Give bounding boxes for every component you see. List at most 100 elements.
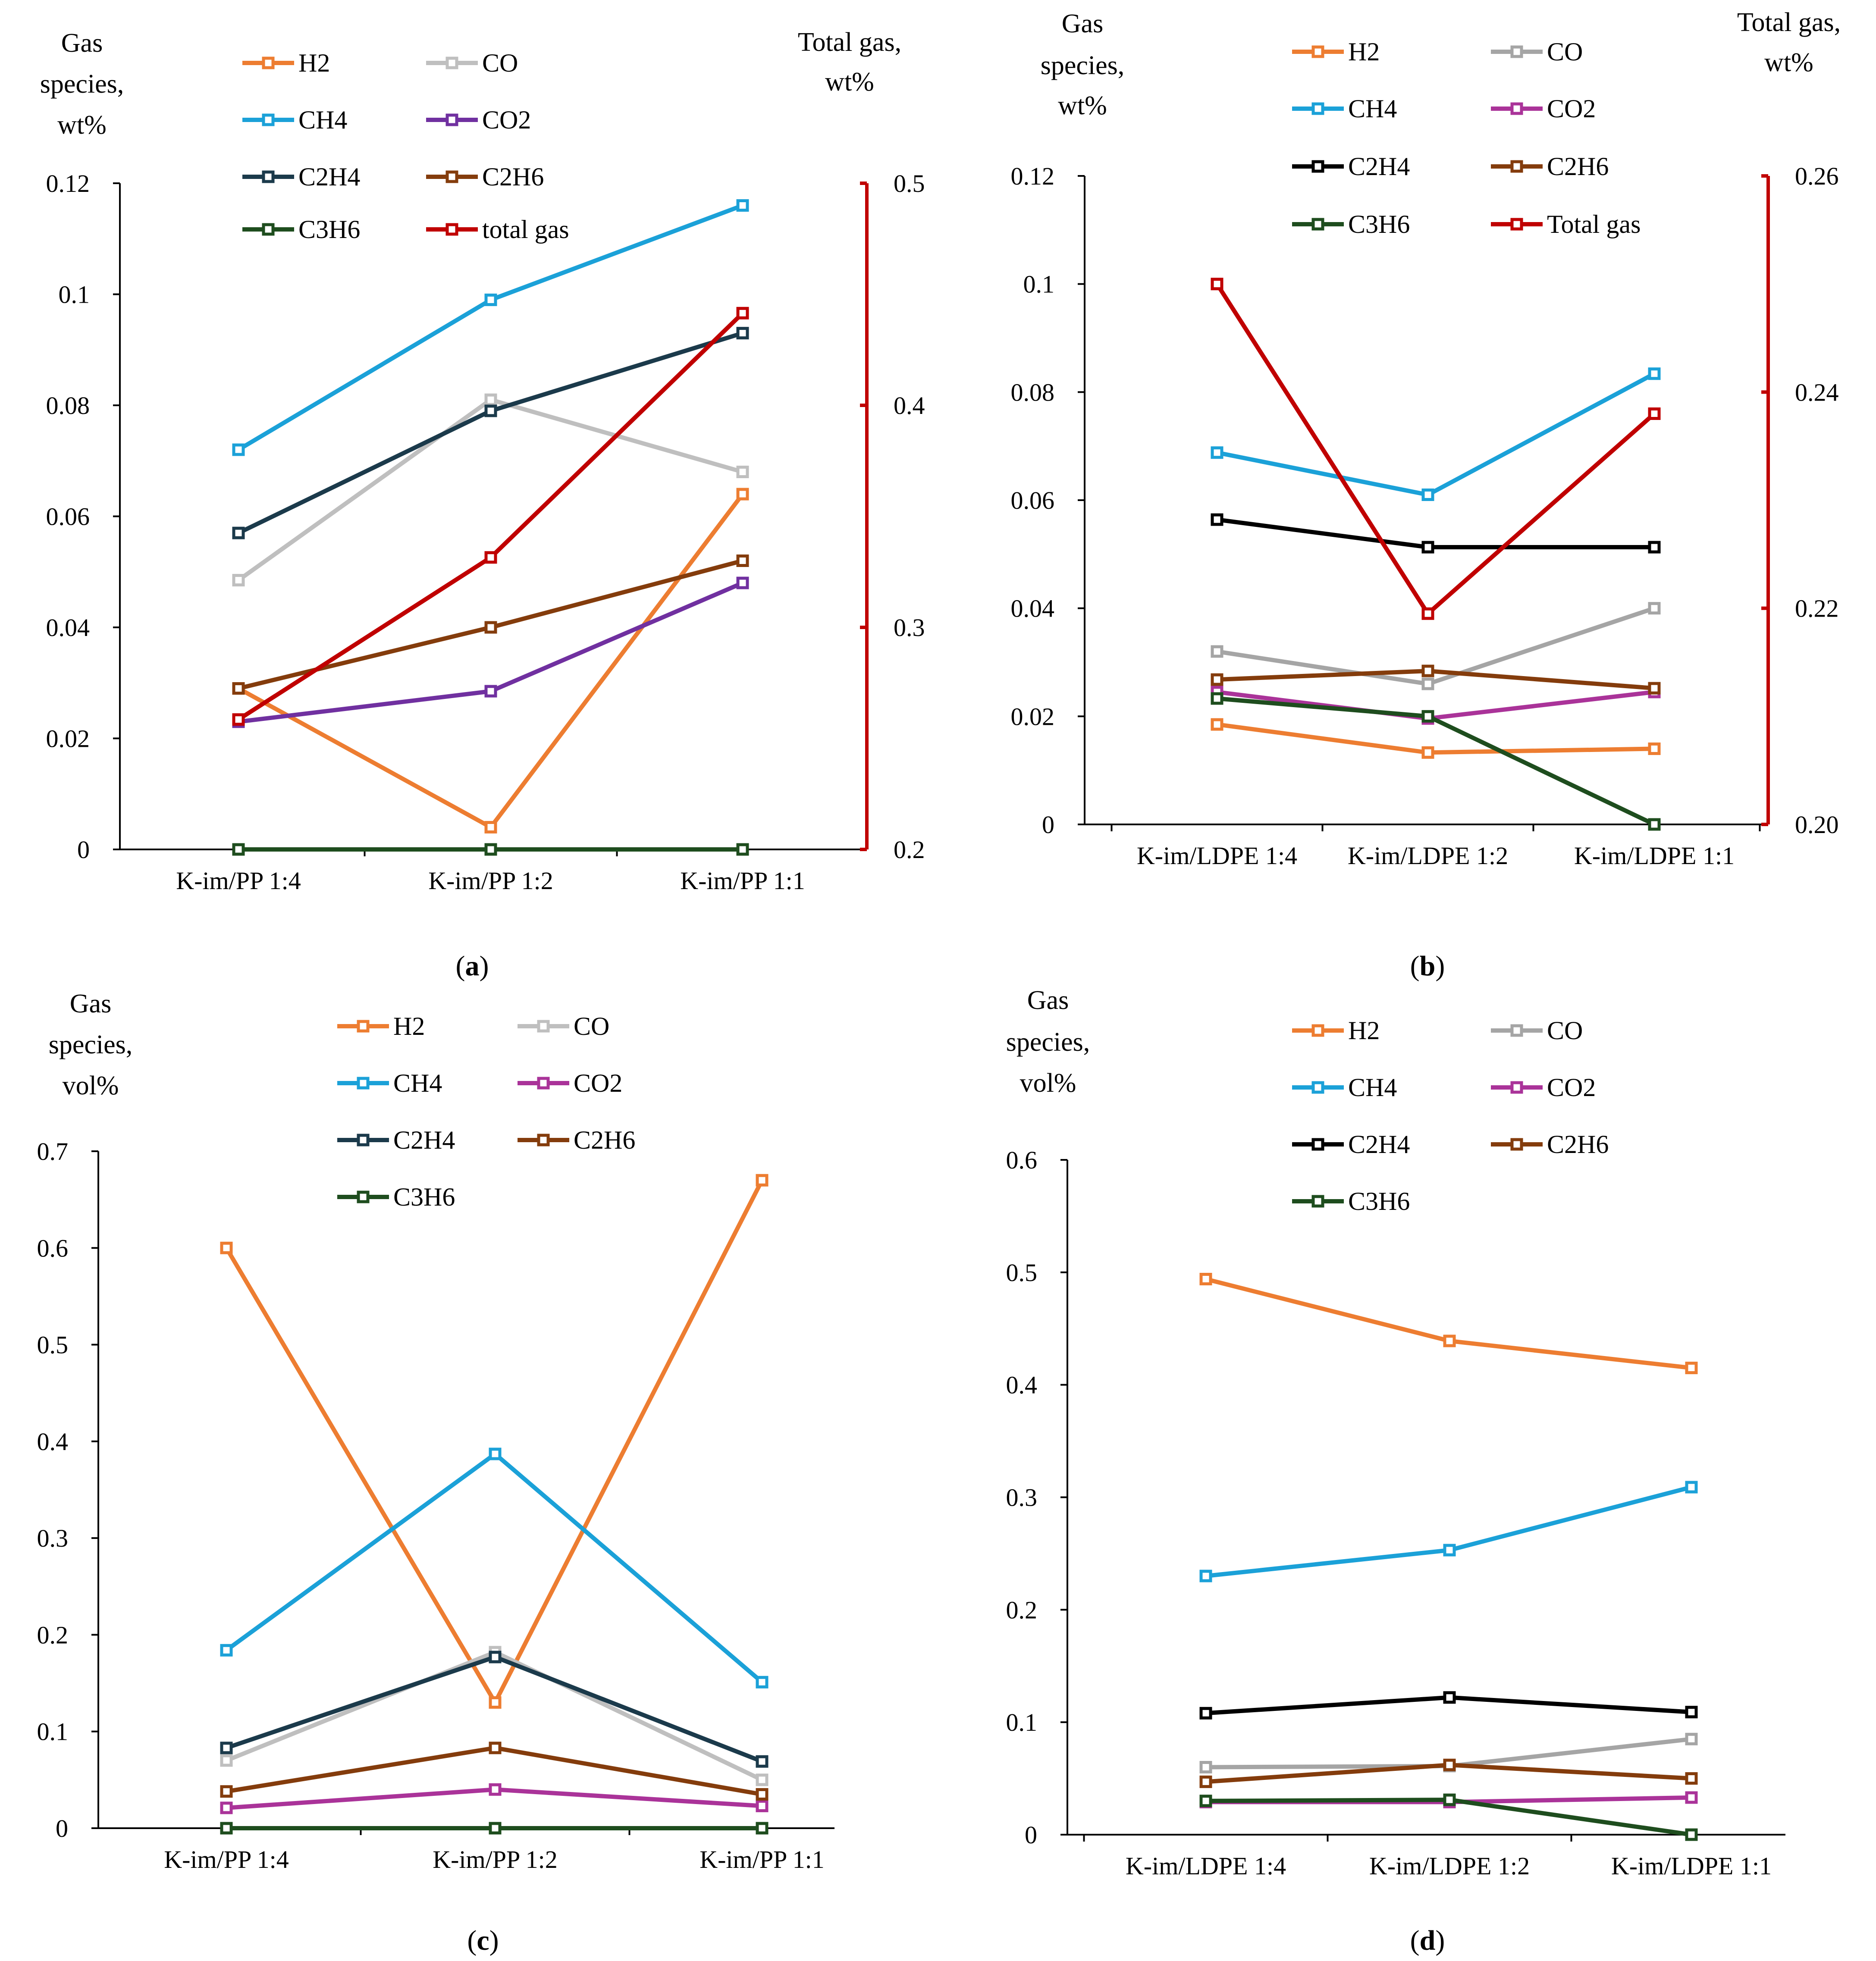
data-point	[1211, 673, 1223, 686]
data-point	[1421, 607, 1434, 620]
data-point	[484, 821, 497, 833]
series-ch4	[1211, 367, 1661, 501]
y-axis-title: species,	[1041, 51, 1125, 80]
data-point	[736, 327, 749, 340]
data-point	[232, 682, 245, 695]
legend-label: C2H6	[574, 1126, 635, 1154]
legend-label: C3H6	[1348, 1187, 1410, 1215]
y-tick-label: 0.5	[1006, 1259, 1038, 1287]
series-co	[232, 393, 749, 587]
data-point	[1685, 1481, 1698, 1494]
data-point	[220, 1754, 233, 1767]
series-total-gas	[1211, 278, 1661, 620]
x-tick-label: K-im/PP 1:4	[164, 1845, 289, 1873]
y-tick-label: 0.06	[1011, 486, 1055, 514]
data-point	[736, 488, 749, 501]
y-tick-label: 0.2	[1006, 1596, 1038, 1624]
data-point	[756, 1676, 769, 1688]
legend: H2 CO CH4 CO2 C2H4 C2H6 C3H6 Total gas	[1292, 38, 1641, 238]
x-tick-label: K-im/PP 1:4	[176, 867, 301, 895]
x-tick-label: K-im/LDPE 1:2	[1369, 1852, 1530, 1880]
data-point	[756, 1174, 769, 1187]
legend-marker	[357, 1020, 370, 1033]
series-c2h4	[1211, 513, 1661, 554]
y2-tick-label: 0.20	[1795, 811, 1839, 839]
legend-marker	[1510, 1024, 1523, 1037]
legend-label: CO	[574, 1012, 609, 1040]
legend-label: H2	[298, 49, 330, 77]
legend: H2 CO CH4 CO2 C2H4 C2H6 C3H6	[1292, 1016, 1609, 1215]
legend-label: C2H4	[393, 1126, 455, 1154]
data-point	[1685, 1362, 1698, 1375]
y-tick-label: 0.08	[46, 392, 90, 420]
data-point	[220, 1785, 233, 1798]
y-tick-label: 0.12	[46, 169, 90, 197]
legend-marker	[537, 1020, 550, 1033]
legend-label: CO	[482, 49, 518, 77]
data-point	[1421, 710, 1434, 723]
y-tick-label: 0.1	[1023, 270, 1055, 298]
y-tick-label: 0.08	[1011, 378, 1055, 406]
legend-marker	[262, 56, 275, 69]
legend-marker	[1311, 1138, 1324, 1151]
panel-label: (c)	[467, 1925, 499, 1956]
x-tick-label: K-im/LDPE 1:2	[1348, 842, 1508, 870]
y-axis-title: wt%	[1058, 91, 1107, 120]
series-ch4	[232, 199, 749, 456]
series-h2	[1211, 718, 1661, 759]
series-c2h4	[1199, 1691, 1698, 1720]
data-point	[756, 1773, 769, 1786]
legend: H2 CO CH4 CO2 C2H4 C2H6 C3H6	[337, 1012, 635, 1211]
y-axis-title: Gas	[70, 989, 111, 1018]
y-tick-label: 0	[56, 1814, 68, 1842]
data-point	[756, 1755, 769, 1768]
data-point	[489, 1783, 502, 1796]
data-point	[1648, 541, 1661, 554]
legend-label: C3H6	[393, 1183, 455, 1211]
legend-marker	[357, 1077, 370, 1090]
legend-marker	[1311, 45, 1324, 58]
data-point	[220, 1644, 233, 1657]
data-point	[736, 576, 749, 589]
data-point	[489, 1822, 502, 1835]
data-point	[1211, 645, 1223, 658]
y-tick-label: 0	[77, 836, 90, 864]
series-c2h4	[232, 327, 749, 539]
legend-label: CH4	[298, 106, 347, 134]
series-co2	[220, 1783, 769, 1814]
legend-label: C2H4	[1348, 152, 1410, 181]
y-axis-title: species,	[1006, 1027, 1090, 1057]
series-c2h4	[220, 1651, 769, 1768]
y-tick-label: 0.02	[46, 725, 90, 753]
y-axis-title: Gas	[1027, 986, 1069, 1015]
data-point	[1443, 1544, 1456, 1557]
data-point	[489, 1742, 502, 1754]
data-point	[489, 1696, 502, 1709]
legend-label: C3H6	[1348, 210, 1410, 238]
y2-tick-label: 0.24	[1795, 378, 1839, 406]
legend-marker	[1510, 160, 1523, 173]
legend-label: CO	[1547, 38, 1583, 66]
legend-marker	[262, 113, 275, 126]
legend-marker	[357, 1134, 370, 1147]
legend-marker	[445, 56, 458, 69]
series-c3h6	[220, 1822, 769, 1835]
series-c2h6	[220, 1742, 769, 1801]
data-point	[232, 526, 245, 539]
legend-label: C2H6	[1547, 152, 1609, 181]
y-axis-title: species,	[40, 69, 124, 99]
legend-marker	[537, 1077, 550, 1090]
data-point	[1648, 682, 1661, 695]
series-co	[1211, 602, 1661, 690]
x-tick-label: K-im/PP 1:2	[433, 1845, 558, 1873]
data-point	[736, 199, 749, 212]
series-ch4	[1199, 1481, 1698, 1582]
legend-label: C3H6	[298, 215, 360, 244]
data-point	[1199, 1272, 1212, 1285]
y2-tick-label: 0.3	[894, 614, 925, 642]
data-point	[232, 574, 245, 587]
legend-label: CH4	[393, 1069, 442, 1097]
data-point	[484, 621, 497, 634]
y-tick-label: 0	[1025, 1821, 1037, 1849]
legend-marker	[1510, 218, 1523, 231]
